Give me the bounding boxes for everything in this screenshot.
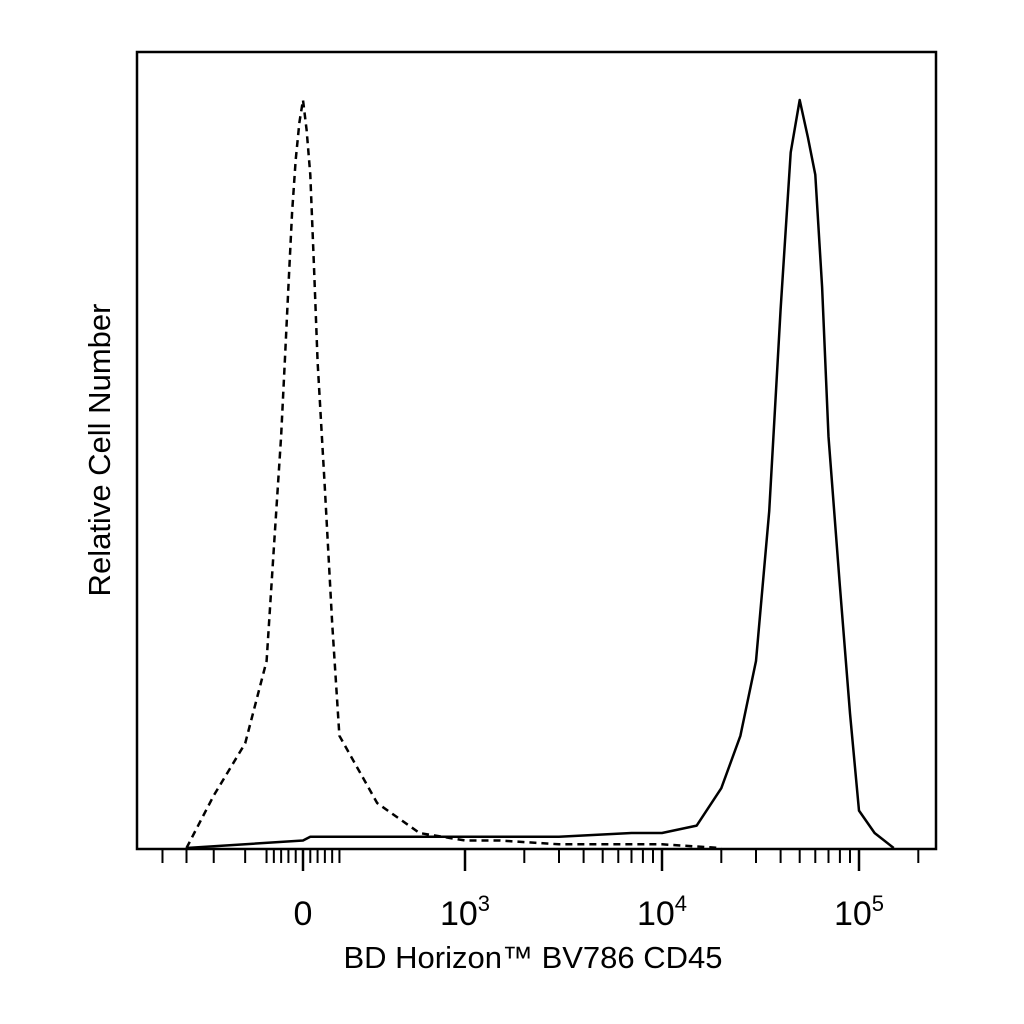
tick-base: 0 (294, 895, 313, 933)
tick-base: 10 (834, 895, 872, 933)
y-axis-title: Relative Cell Number (82, 304, 117, 597)
plot-frame (135, 50, 938, 851)
tick-exponent: 3 (478, 891, 490, 916)
x-minor-ticks (161, 849, 920, 863)
x-tick-label: 105 (834, 891, 884, 933)
tick-exponent: 4 (675, 891, 687, 916)
x-tick-label: 0 (294, 895, 313, 933)
series-dashed (185, 98, 722, 850)
tick-base: 10 (637, 895, 675, 933)
x-tick-labels: 0 103 104 105 (294, 891, 885, 933)
x-axis-title: BD Horizon™ BV786 CD45 (343, 940, 722, 975)
x-major-ticks (301, 849, 861, 871)
tick-exponent: 5 (872, 891, 884, 916)
tick-base: 10 (440, 895, 478, 933)
series-layer (185, 98, 895, 850)
series-solid (186, 98, 895, 850)
x-tick-label: 104 (637, 891, 687, 933)
x-tick-label: 103 (440, 891, 490, 933)
